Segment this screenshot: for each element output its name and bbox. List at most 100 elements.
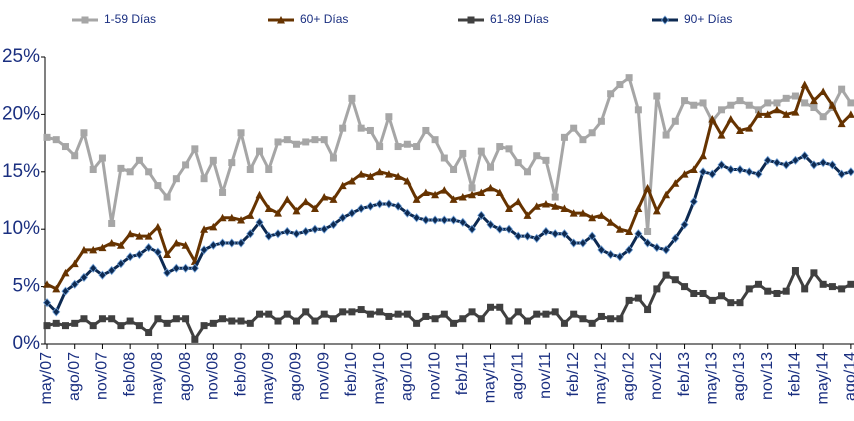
point: [79, 245, 88, 254]
point: [43, 133, 51, 141]
point: [801, 99, 809, 107]
point: [745, 167, 754, 177]
point: [809, 96, 818, 105]
point: [782, 94, 790, 102]
point: [736, 299, 744, 307]
point: [560, 133, 568, 141]
x-tick-label: nov/12: [648, 352, 665, 400]
point: [579, 315, 587, 323]
point: [699, 289, 707, 297]
point: [764, 99, 772, 107]
point: [302, 138, 310, 146]
x-tick-label: may/07: [38, 352, 55, 405]
point: [588, 231, 597, 241]
point: [597, 245, 606, 255]
point: [809, 160, 818, 170]
point: [172, 175, 180, 183]
point: [847, 280, 854, 288]
x-tick-label: feb/13: [676, 352, 693, 397]
point: [745, 101, 753, 109]
point: [52, 284, 61, 293]
point: [588, 129, 596, 137]
point: [652, 242, 661, 253]
point: [662, 190, 671, 199]
point: [727, 299, 735, 307]
point: [671, 179, 680, 187]
point: [394, 172, 403, 180]
point: [634, 229, 643, 239]
point: [135, 156, 143, 164]
point: [89, 263, 98, 273]
point: [219, 315, 227, 323]
point: [616, 81, 624, 89]
legend-label: 1-59 Días: [104, 12, 156, 26]
point: [431, 190, 440, 199]
point: [413, 143, 421, 151]
point: [154, 182, 162, 190]
point: [348, 94, 356, 102]
point: [256, 147, 264, 155]
x-tick-label: nov/10: [426, 352, 443, 400]
point: [366, 201, 375, 211]
point: [320, 193, 329, 201]
legend-label: 60+ Días: [300, 12, 348, 26]
point: [117, 164, 125, 172]
point: [412, 213, 421, 223]
point: [219, 188, 227, 196]
point: [486, 183, 495, 192]
point: [403, 176, 412, 185]
point: [227, 238, 236, 248]
point: [246, 229, 255, 239]
x-tick-label: ago/12: [620, 352, 637, 401]
point: [403, 208, 412, 218]
x-tick-label: ago/08: [177, 352, 194, 401]
point: [533, 310, 541, 318]
point: [70, 279, 79, 289]
y-tick-label: 0%: [13, 333, 41, 354]
point: [116, 241, 125, 249]
series-line: [46, 83, 852, 291]
point: [496, 143, 504, 151]
point: [838, 85, 846, 93]
point: [597, 211, 606, 219]
point: [505, 145, 513, 153]
point: [615, 252, 624, 262]
point: [689, 165, 698, 174]
point: [190, 263, 199, 273]
point: [108, 219, 116, 227]
series-line: [45, 154, 852, 314]
point: [754, 106, 762, 114]
point: [246, 319, 254, 327]
x-tick-label: nov/07: [94, 352, 111, 400]
point: [717, 131, 726, 139]
point: [819, 113, 827, 121]
point: [625, 296, 633, 304]
point: [837, 169, 846, 179]
point: [200, 225, 209, 233]
point: [385, 113, 393, 121]
point: [384, 170, 393, 178]
point: [107, 265, 116, 276]
point: [163, 250, 172, 258]
point: [615, 225, 624, 233]
point: [828, 101, 837, 109]
point: [209, 156, 217, 164]
point: [718, 292, 726, 300]
point: [107, 238, 116, 247]
point: [255, 190, 264, 199]
point: [431, 215, 440, 225]
point: [625, 245, 634, 255]
y-tick-label: 25%: [2, 46, 40, 67]
point: [200, 175, 208, 183]
point: [689, 197, 698, 207]
point: [532, 233, 541, 243]
point: [347, 208, 356, 218]
x-tick-label: feb/11: [454, 352, 471, 395]
y-tick-label: 10%: [2, 218, 40, 239]
point: [514, 197, 523, 206]
point: [209, 240, 218, 250]
point: [662, 271, 670, 279]
point: [782, 160, 791, 170]
point: [329, 220, 338, 230]
point: [505, 317, 513, 325]
